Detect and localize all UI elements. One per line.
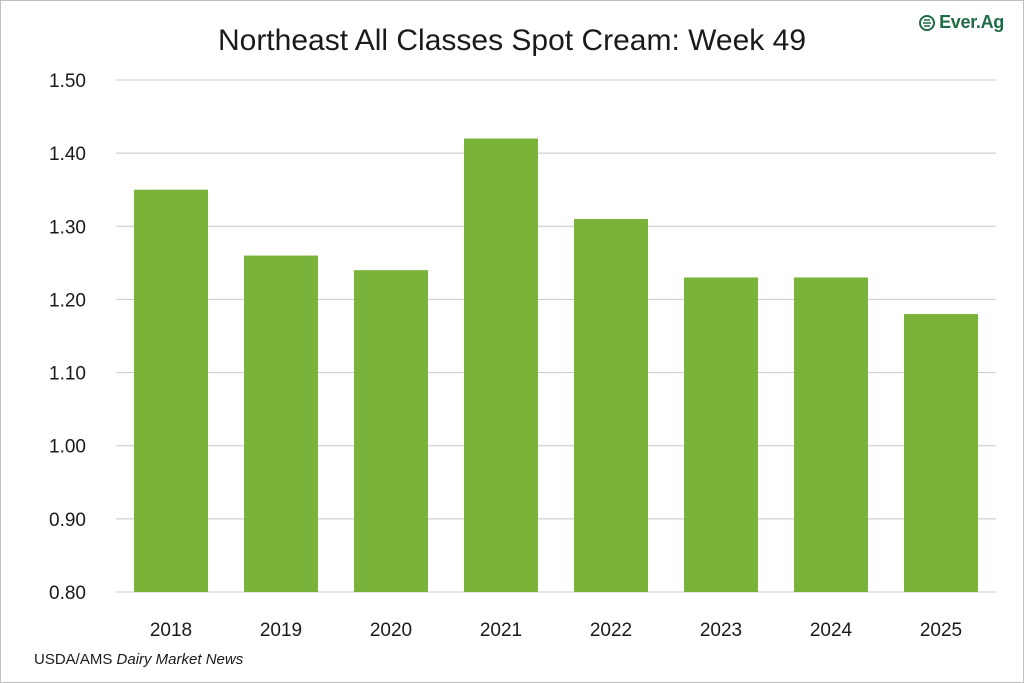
x-axis-ticks: 2018 2019 2020 2021 2022 2023 2024 2025: [150, 620, 962, 641]
y-tick-label: 1.30: [49, 217, 86, 238]
ever-ag-logo-icon: [919, 14, 936, 31]
source-publication: Dairy Market News: [116, 651, 244, 668]
y-axis-ticks: 0.80 0.90 1.00 1.10 1.20 1.30 1.40 1.50: [49, 71, 86, 604]
logo-text: Ever.Ag: [939, 12, 1004, 32]
y-tick-label: 1.10: [49, 364, 86, 385]
bar-2018: [134, 189, 208, 592]
bar-2020: [354, 270, 428, 592]
x-tick-label: 2022: [590, 620, 632, 641]
source-prefix: USDA/AMS: [34, 651, 117, 668]
bar-2022: [574, 218, 648, 592]
x-tick-label: 2025: [920, 620, 962, 641]
brand-logo: Ever.Ag: [919, 12, 1004, 33]
chart-title: Northeast All Classes Spot Cream: Week 4…: [217, 24, 807, 57]
x-tick-label: 2018: [150, 620, 192, 641]
x-tick-label: 2021: [480, 620, 522, 641]
y-tick-label: 0.90: [49, 510, 86, 531]
y-tick-label: 1.40: [49, 144, 86, 165]
y-tick-label: 1.00: [49, 437, 86, 458]
bar-2023: [684, 277, 758, 592]
bar-2024: [794, 277, 868, 592]
y-tick-label: 1.20: [49, 290, 86, 311]
bar-2019: [244, 255, 318, 593]
bar-2025: [904, 314, 978, 592]
bar-2021: [464, 138, 538, 592]
source-note: USDA/AMS Dairy Market News: [34, 651, 243, 668]
x-tick-label: 2024: [810, 620, 853, 641]
x-tick-label: 2019: [260, 620, 302, 641]
y-tick-label: 1.50: [49, 71, 86, 92]
y-tick-label: 0.80: [49, 583, 86, 604]
bars: [134, 138, 978, 593]
x-tick-label: 2023: [700, 620, 742, 641]
x-tick-label: 2020: [370, 620, 412, 641]
